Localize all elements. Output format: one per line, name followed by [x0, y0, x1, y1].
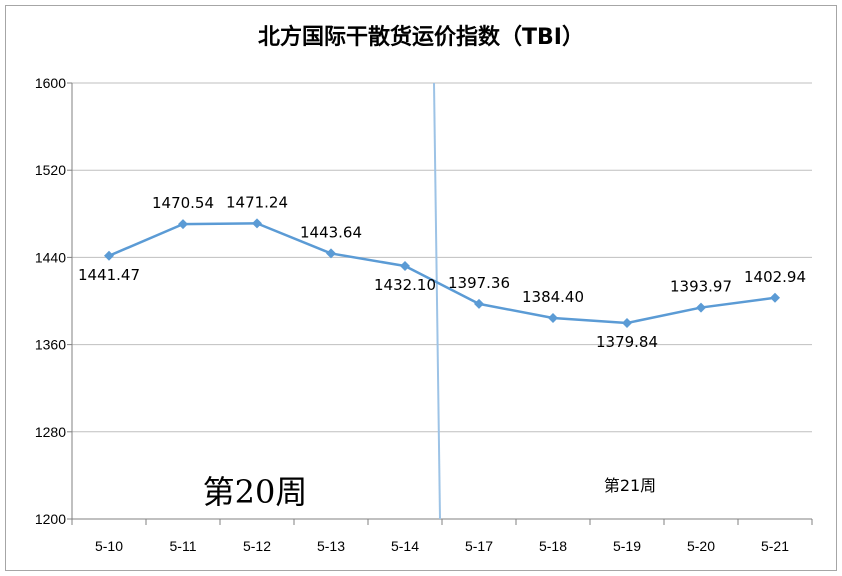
x-tick-label: 5-20: [687, 538, 715, 554]
data-point: [178, 219, 188, 230]
data-point: [474, 298, 484, 309]
y-tick-label: 1440: [35, 249, 66, 265]
data-point: [770, 292, 780, 303]
x-tick-label: 5-18: [539, 538, 567, 554]
data-label: 1379.84: [596, 333, 658, 351]
week20-annotation: 第20周: [203, 473, 308, 511]
x-tick-label: 5-17: [465, 538, 493, 554]
data-label: 1470.54: [152, 194, 214, 212]
y-tick-label: 1360: [35, 337, 66, 353]
y-tick-label: 1200: [35, 511, 66, 527]
data-point: [104, 250, 114, 261]
axis-layer: 1200 1280 1360 1440 1520 1600 5-10 5-11 5-12 5-13…: [35, 75, 813, 554]
data-label: 1432.10: [374, 276, 436, 294]
data-label: 1384.40: [522, 288, 584, 306]
data-label: 1441.47: [78, 266, 140, 284]
y-tick-label: 1280: [35, 424, 66, 440]
x-tick-label: 5-11: [170, 538, 197, 554]
data-point: [400, 261, 410, 272]
data-label: 1471.24: [226, 193, 288, 211]
y-tick-label: 1520: [35, 162, 66, 178]
data-point: [622, 317, 632, 328]
x-tick-label: 5-21: [761, 538, 789, 554]
chart-title: 北方国际干散货运价指数（TBI）: [258, 24, 584, 50]
data-point: [326, 248, 336, 259]
label-layer: 1441.47 1470.54 1471.24 1443.64 1432.10 1397.…: [78, 193, 806, 351]
x-tick-label: 5-13: [317, 538, 345, 554]
week-divider: [433, 82, 441, 520]
chart-frame: [5, 5, 837, 571]
series-line: [108, 222, 776, 325]
week21-annotation: 第21周: [604, 476, 656, 495]
data-label: 1443.64: [300, 223, 362, 241]
x-tick-label: 5-12: [243, 538, 271, 554]
data-label: 1393.97: [670, 278, 732, 296]
x-tick-label: 5-19: [613, 538, 641, 554]
grid-layer: [72, 82, 812, 433]
data-label: 1397.36: [448, 274, 510, 292]
data-point: [252, 218, 262, 229]
x-tick-label: 5-10: [95, 538, 123, 554]
data-point: [696, 302, 706, 313]
x-tick-label: 5-14: [391, 538, 419, 554]
data-point: [548, 313, 558, 324]
y-tick-label: 1600: [35, 75, 66, 91]
data-label: 1402.94: [744, 268, 806, 286]
series-layer: [104, 218, 780, 328]
